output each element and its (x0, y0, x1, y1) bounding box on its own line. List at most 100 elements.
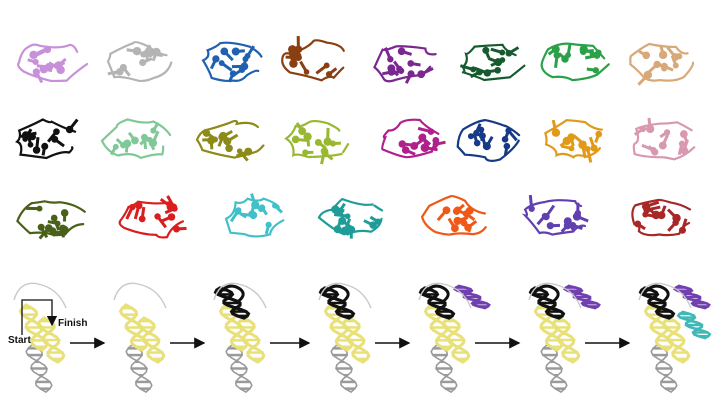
fragment-base-node (302, 149, 309, 156)
fragment-base-node (397, 67, 405, 74)
fragment-base-node (21, 131, 30, 139)
rna-fragment (456, 118, 521, 162)
fragment-base-node (314, 138, 322, 146)
fragment-base-node (238, 66, 246, 73)
fragment-base-node (140, 133, 148, 141)
rna-fragment (106, 41, 173, 83)
fragment-base-node (653, 60, 661, 69)
rna-fragment (373, 45, 437, 84)
fragment-base-node (398, 140, 406, 148)
fragment-base-node (574, 209, 582, 217)
fragment-backbone (420, 194, 487, 236)
fragment-base-node (59, 224, 67, 232)
fragment-base-node (145, 49, 155, 58)
fragment-base-node (338, 216, 347, 225)
fragment-base-node (634, 220, 642, 228)
rna-fragment (195, 119, 265, 162)
fragment-base-node (590, 144, 598, 152)
fragment-backbone (100, 118, 172, 160)
assembly-sequence (13, 282, 712, 393)
rna-fragment (16, 200, 86, 240)
fragment-base-node (595, 130, 603, 138)
rna-fragment (224, 193, 285, 238)
fragment-base-node (663, 129, 671, 136)
fragment-backbone (17, 43, 89, 83)
rna-fragment (118, 195, 187, 239)
rna-fragment (420, 194, 487, 236)
rna-fragment (281, 36, 345, 82)
fragment-base-node (258, 206, 264, 213)
fragment-base-node (119, 63, 127, 72)
fragment-base-node (528, 205, 535, 212)
fragment-base-node (464, 223, 472, 232)
fragment-base-node (658, 50, 668, 60)
rna-fragment (632, 117, 696, 161)
rna-fragment (544, 119, 603, 163)
fragment-base-node (494, 66, 501, 74)
fragment-base-node (231, 47, 240, 56)
fragment-base-node (473, 129, 480, 136)
fragment-base-node (36, 205, 43, 212)
assembly-stage (213, 282, 267, 393)
fragment-base-node (265, 221, 272, 228)
fragment-base-node (592, 67, 599, 74)
rna-fragment (631, 198, 692, 237)
fragment-base-node (298, 127, 307, 136)
fragment-base-node (646, 124, 655, 134)
fragment-backbone (106, 41, 173, 83)
fragment-base-node (584, 146, 591, 152)
fragment-base-node (658, 141, 667, 150)
fragment-base-node (562, 136, 572, 146)
fragment-base-node (551, 128, 561, 137)
finish-label: Finish (58, 318, 87, 329)
fragment-base-node (53, 128, 60, 135)
fragment-base-node (568, 145, 575, 152)
fragment-base-node (427, 128, 435, 135)
scaffold-strand (213, 282, 267, 309)
fragment-base-node (417, 70, 426, 79)
rna-fragment (100, 118, 172, 160)
fragment-base-node (29, 50, 38, 60)
fragment-base-node (323, 137, 332, 146)
fragment-base-node (140, 51, 147, 58)
helix-loop (321, 284, 350, 305)
fragment-base-node (680, 146, 689, 155)
rna-fragment (15, 118, 79, 160)
helix-loop (421, 284, 450, 305)
scaffold-strand (418, 282, 472, 309)
fragment-backbone (521, 199, 587, 236)
fragment-base-node (643, 70, 653, 80)
fragment-base-node (37, 223, 45, 231)
fragment-base-node (642, 211, 649, 218)
fragment-base-node (470, 66, 477, 73)
fragment-base-node (289, 59, 298, 68)
fragment-base-node (579, 45, 588, 54)
fragment-backbone (540, 42, 610, 82)
fragment-base-node (340, 226, 350, 236)
fragment-backbone (281, 39, 345, 82)
fragment-base-node (129, 203, 136, 211)
rna-fragment (284, 120, 350, 165)
rna-fragment (459, 43, 526, 82)
fragment-base-node (139, 58, 147, 67)
fragment-base-node (467, 133, 474, 140)
scaffold-strand (318, 282, 372, 309)
fragment-base-node (499, 49, 506, 56)
fragment-base-node (32, 58, 39, 66)
fragment-base-node (53, 62, 60, 69)
assembly-stage (318, 282, 372, 393)
fragment-base-node (650, 146, 657, 154)
fragment-base-node (225, 144, 233, 153)
rna-fragment (629, 42, 695, 86)
fragment-base-node (503, 142, 511, 150)
fragment-base-node (211, 136, 218, 143)
fragment-backbone (373, 45, 437, 83)
fragment-base-node (374, 218, 382, 225)
fragment-base-node (442, 206, 451, 215)
fragment-base-node (32, 146, 41, 154)
fragment-base-node (202, 129, 211, 137)
fragment-base-node (551, 45, 560, 54)
rna-fragment (317, 197, 384, 239)
fragment-base-node (410, 141, 419, 150)
fragment-base-node (132, 46, 142, 56)
